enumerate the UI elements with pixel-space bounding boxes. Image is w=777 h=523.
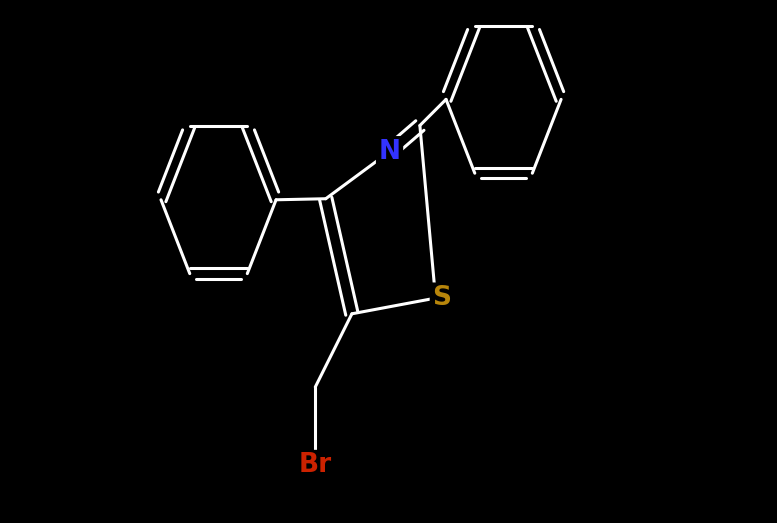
Text: N: N [378, 139, 401, 165]
Text: Br: Br [298, 452, 332, 479]
Text: S: S [432, 285, 451, 311]
